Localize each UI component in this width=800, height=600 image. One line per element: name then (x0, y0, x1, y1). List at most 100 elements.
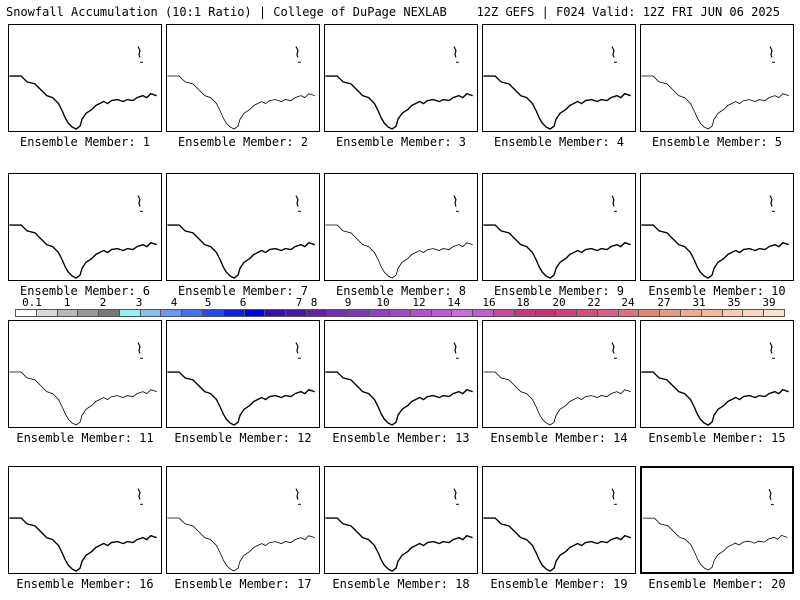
colorbar-tick-label: 4 (170, 296, 178, 309)
colorbar-swatch (369, 310, 391, 316)
lake-outline (137, 488, 141, 500)
colorbar-swatch (431, 310, 453, 316)
lake-outline (453, 488, 457, 500)
ensemble-map-panel (640, 466, 794, 574)
lake-outline (295, 488, 299, 500)
gulf-coastline (9, 371, 157, 426)
gulf-coastline (9, 224, 157, 279)
colorbar-swatch (535, 310, 557, 316)
colorbar-tick-label: 6 (239, 296, 247, 309)
colorbar-swatch (203, 310, 224, 316)
ensemble-member-label: Ensemble Member: 12 (174, 431, 312, 445)
lake-outline (295, 342, 299, 354)
colorbar-tick-label: 20 (552, 296, 566, 309)
ensemble-member-label: Ensemble Member: 19 (490, 577, 628, 591)
lake-outline (611, 488, 615, 500)
gulf-coastline (483, 75, 631, 130)
colorbar-tick-label: 16 (482, 296, 496, 309)
coastline-map (167, 342, 315, 426)
colorbar-tick-label: 7 (295, 296, 303, 309)
gulf-coastline (9, 75, 157, 130)
ensemble-map-panel (8, 466, 162, 574)
coastline-map (325, 488, 473, 572)
lake-outline (768, 488, 772, 500)
ensemble-map-panel (8, 320, 162, 428)
ensemble-map-panel (8, 173, 162, 281)
colorbar-swatch (99, 310, 120, 316)
coastline-map (167, 46, 315, 130)
colorbar-tick-label: 0.1 (22, 296, 42, 309)
colorbar-swatch (78, 310, 100, 316)
coastline-map (9, 195, 157, 279)
coastline-map (641, 342, 789, 426)
lake-outline (611, 342, 615, 354)
colorbar-swatch (36, 310, 58, 316)
ensemble-map-panel (482, 24, 636, 132)
lake-outline (611, 195, 615, 207)
colorbar-swatch (410, 310, 432, 316)
coastline-map (167, 488, 315, 572)
colorbar-tick-label: 5 (204, 296, 212, 309)
ensemble-map-panel (166, 320, 320, 428)
coastline-map (325, 46, 473, 130)
colorbar-tick-label: 35 (727, 296, 741, 309)
colorbar-swatch (16, 310, 37, 316)
ensemble-member-label: Ensemble Member: 16 (16, 577, 154, 591)
ensemble-member-label: Ensemble Member: 10 (648, 284, 786, 298)
ensemble-map-panel (166, 466, 320, 574)
colorbar-swatch (286, 310, 307, 316)
ensemble-map-panel (324, 173, 478, 281)
colorbar-tick-label: 8 (310, 296, 318, 309)
coastline-map (483, 342, 631, 426)
gulf-coastline (167, 75, 315, 130)
lake-outline (137, 195, 141, 207)
ensemble-map-panel (166, 24, 320, 132)
coastline-map (483, 488, 631, 572)
colorbar-swatch (306, 310, 328, 316)
gulf-coastline (325, 517, 473, 572)
colorbar-swatch (473, 310, 494, 316)
colorbar-swatch (660, 310, 681, 316)
ensemble-map-panel (324, 466, 478, 574)
ensemble-map-panel (640, 173, 794, 281)
gulf-coastline (483, 224, 631, 279)
ensemble-member-label: Ensemble Member: 17 (174, 577, 312, 591)
ensemble-map-panel (166, 173, 320, 281)
gulf-coastline (167, 517, 315, 572)
ensemble-map-panel (640, 24, 794, 132)
ensemble-map-panel (640, 320, 794, 428)
ensemble-map-panel (482, 466, 636, 574)
colorbar-swatch (161, 310, 183, 316)
ensemble-member-label: Ensemble Member: 14 (490, 431, 628, 445)
gulf-coastline (641, 224, 789, 279)
gulf-coastline (483, 517, 631, 572)
colorbar-swatch (119, 310, 141, 316)
gulf-coastline (483, 371, 631, 426)
gulf-coastline (167, 371, 315, 426)
ensemble-member-label: Ensemble Member: 13 (332, 431, 470, 445)
colorbar-swatch (701, 310, 723, 316)
coastline-map (167, 195, 315, 279)
colorbar-swatch (577, 310, 598, 316)
lake-outline (453, 195, 457, 207)
colorbar-swatch (390, 310, 411, 316)
colorbar-tick-label: 24 (621, 296, 635, 309)
coastline-map (641, 195, 789, 279)
ensemble-map-panel (8, 24, 162, 132)
ensemble-member-label: Ensemble Member: 15 (648, 431, 786, 445)
gulf-coastline (167, 224, 315, 279)
lake-outline (453, 342, 457, 354)
lake-outline (769, 195, 773, 207)
lake-outline (769, 46, 773, 58)
colorbar-tick-label: 18 (516, 296, 530, 309)
colorbar-swatch (452, 310, 474, 316)
colorbar-swatch (618, 310, 640, 316)
colorbar-tick-label: 12 (412, 296, 426, 309)
colorbar-tick-label: 9 (344, 296, 352, 309)
colorbar-swatch (223, 310, 245, 316)
ensemble-member-label: Ensemble Member: 11 (16, 431, 154, 445)
colorbar-swatch (743, 310, 765, 316)
ensemble-member-label: Ensemble Member: 2 (177, 135, 309, 149)
colorbar-swatch (556, 310, 578, 316)
coastline-map (483, 46, 631, 130)
